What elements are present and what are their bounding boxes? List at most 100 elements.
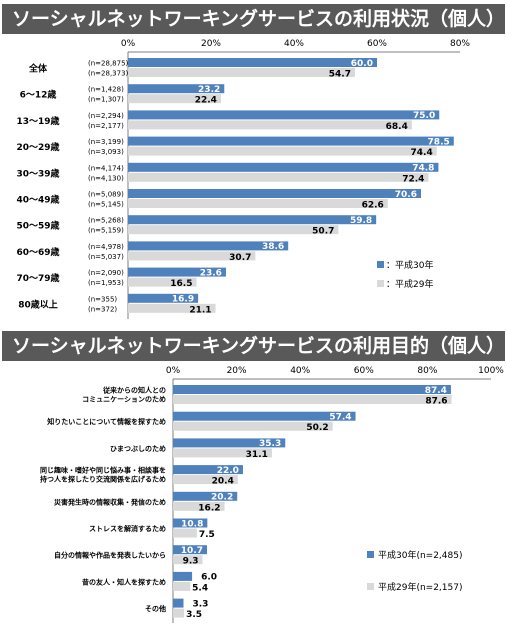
x-tick-label: 100% bbox=[478, 366, 504, 376]
bar-2017 bbox=[128, 146, 437, 156]
value-label-2018: 78.5 bbox=[428, 137, 450, 147]
x-tick-label: 80% bbox=[450, 39, 470, 49]
bar-2018 bbox=[128, 84, 225, 94]
bar-2017 bbox=[128, 199, 388, 208]
bar-2017 bbox=[128, 251, 256, 261]
category-label: 13～19歳 bbox=[16, 115, 59, 127]
bar-2017 bbox=[128, 277, 197, 287]
n-label-current: (n=28,875) bbox=[88, 60, 129, 68]
n-label-current: (n=1,428) bbox=[88, 86, 124, 94]
value-label-2017: 68.4 bbox=[386, 122, 408, 132]
category-label-line1: 同じ趣味・嗜好や同じ悩み事・相談事を bbox=[40, 466, 166, 475]
category-label: 6～12歳 bbox=[20, 89, 57, 101]
value-label-2018: 35.3 bbox=[259, 439, 281, 449]
category-label: 40～49歳 bbox=[16, 194, 59, 206]
value-label-2018: 6.0 bbox=[201, 573, 217, 583]
bar-2018 bbox=[128, 189, 421, 198]
value-label-2018: 10.7 bbox=[181, 546, 203, 556]
value-label-2018: 10.8 bbox=[181, 519, 203, 529]
value-label-2017: 9.3 bbox=[183, 557, 199, 567]
n-label-previous: (n=372) bbox=[88, 305, 117, 313]
category-label: 20～29歳 bbox=[16, 141, 59, 153]
category-label-line2: コミュニケーションのため bbox=[82, 395, 166, 404]
bar-2018 bbox=[128, 241, 289, 251]
value-label-2018: 70.6 bbox=[395, 190, 417, 200]
category-label: 60～69歳 bbox=[16, 246, 59, 258]
n-label-previous: (n=28,373) bbox=[88, 70, 129, 78]
value-label-2018: 57.4 bbox=[329, 413, 351, 423]
bar-2018 bbox=[173, 518, 208, 528]
x-tick-label: 0% bbox=[121, 39, 136, 49]
n-label-previous: (n=3,093) bbox=[88, 148, 124, 156]
n-label-current: (n=4,174) bbox=[88, 164, 124, 172]
bar-2017 bbox=[173, 608, 185, 618]
value-label-2018: 23.2 bbox=[198, 85, 220, 95]
category-label: 自分の情報や作品を発表したいから bbox=[54, 551, 166, 560]
value-label-2017: 54.7 bbox=[329, 70, 351, 80]
x-tick-label: 0% bbox=[166, 366, 181, 376]
value-label-2018: 16.9 bbox=[172, 295, 194, 305]
value-label-2018: 60.0 bbox=[351, 59, 373, 69]
category-label-line2: 持つ人を探したり交流関係を広げるため bbox=[40, 475, 166, 484]
value-label-2017: 20.4 bbox=[212, 477, 234, 487]
bar-2017 bbox=[173, 555, 203, 565]
bar-2018 bbox=[173, 571, 193, 581]
legend-swatch-2017 bbox=[367, 583, 374, 590]
category-label: 災害発生時の情報収集・発信のため bbox=[53, 497, 166, 506]
legend-label-2018: 平成30年(n=2,485) bbox=[378, 549, 463, 561]
value-label-2017: 62.6 bbox=[362, 201, 384, 211]
category-label: 昔の友人・知人を探すため bbox=[82, 577, 166, 586]
legend-label-2018: ：平成30年 bbox=[386, 259, 433, 271]
x-tick-label: 20% bbox=[227, 366, 247, 376]
value-label-2017: 72.4 bbox=[402, 174, 424, 184]
value-label-2017: 22.4 bbox=[195, 96, 217, 106]
bar-2018 bbox=[173, 465, 243, 475]
bar-2018 bbox=[128, 162, 439, 172]
category-label: 知りたいことについて情報を探すため bbox=[46, 417, 166, 426]
bar-2017 bbox=[128, 172, 429, 182]
bar-2018 bbox=[173, 598, 184, 608]
bar-2018 bbox=[128, 267, 226, 277]
value-label-2018: 23.6 bbox=[200, 268, 222, 278]
bar-2018 bbox=[173, 411, 356, 421]
n-label-previous: (n=5,145) bbox=[88, 201, 124, 209]
x-tick-label: 40% bbox=[290, 366, 310, 376]
x-tick-label: 60% bbox=[367, 39, 387, 49]
bar-2017 bbox=[128, 68, 356, 77]
legend-label-2017: ：平成29年 bbox=[386, 278, 433, 290]
chart1-title: ソーシャルネットワーキングサービスの利用状況（個人） bbox=[2, 4, 505, 34]
value-label-2017: 30.7 bbox=[229, 253, 251, 263]
bar-2018 bbox=[173, 438, 286, 448]
category-label: 80歳以上 bbox=[18, 298, 58, 310]
n-label-previous: (n=5,159) bbox=[88, 227, 124, 235]
n-label-current: (n=5,089) bbox=[88, 191, 124, 199]
bar-2017 bbox=[173, 421, 333, 431]
x-tick-label: 20% bbox=[201, 39, 221, 49]
bar-2017 bbox=[173, 475, 238, 485]
value-label-2017: 7.5 bbox=[199, 530, 215, 540]
n-label-current: (n=355) bbox=[88, 295, 117, 303]
category-label: 全体 bbox=[28, 63, 48, 75]
value-label-2018: 22.0 bbox=[217, 466, 239, 476]
n-label-previous: (n=1,307) bbox=[88, 96, 124, 104]
x-tick-label: 40% bbox=[284, 39, 304, 49]
category-label: 50～59歳 bbox=[16, 220, 59, 232]
bar-2018 bbox=[128, 215, 377, 225]
n-label-previous: (n=4,130) bbox=[88, 174, 124, 182]
value-label-2017: 74.4 bbox=[411, 148, 433, 158]
n-label-current: (n=2,294) bbox=[88, 112, 124, 120]
category-label: 30～39歳 bbox=[16, 167, 59, 179]
n-label-previous: (n=2,177) bbox=[88, 122, 124, 130]
usage-chart: 0% 20% 40% 60% 80% 全体 (n=28,875) (n=28,373) 60.0… bbox=[16, 39, 470, 319]
bar-2017 bbox=[173, 448, 272, 458]
bar-2017 bbox=[173, 528, 197, 538]
n-label-previous: (n=5,037) bbox=[88, 253, 124, 261]
n-label-current: (n=2,090) bbox=[88, 269, 124, 277]
legend-swatch-2018 bbox=[377, 261, 384, 268]
bar-2017 bbox=[173, 581, 191, 591]
x-tick-label: 80% bbox=[417, 366, 437, 376]
value-label-2017: 16.2 bbox=[198, 503, 220, 513]
legend-label-2017: 平成29年(n=2,157) bbox=[378, 581, 463, 593]
category-label: ひまつぶしのため bbox=[110, 444, 166, 453]
